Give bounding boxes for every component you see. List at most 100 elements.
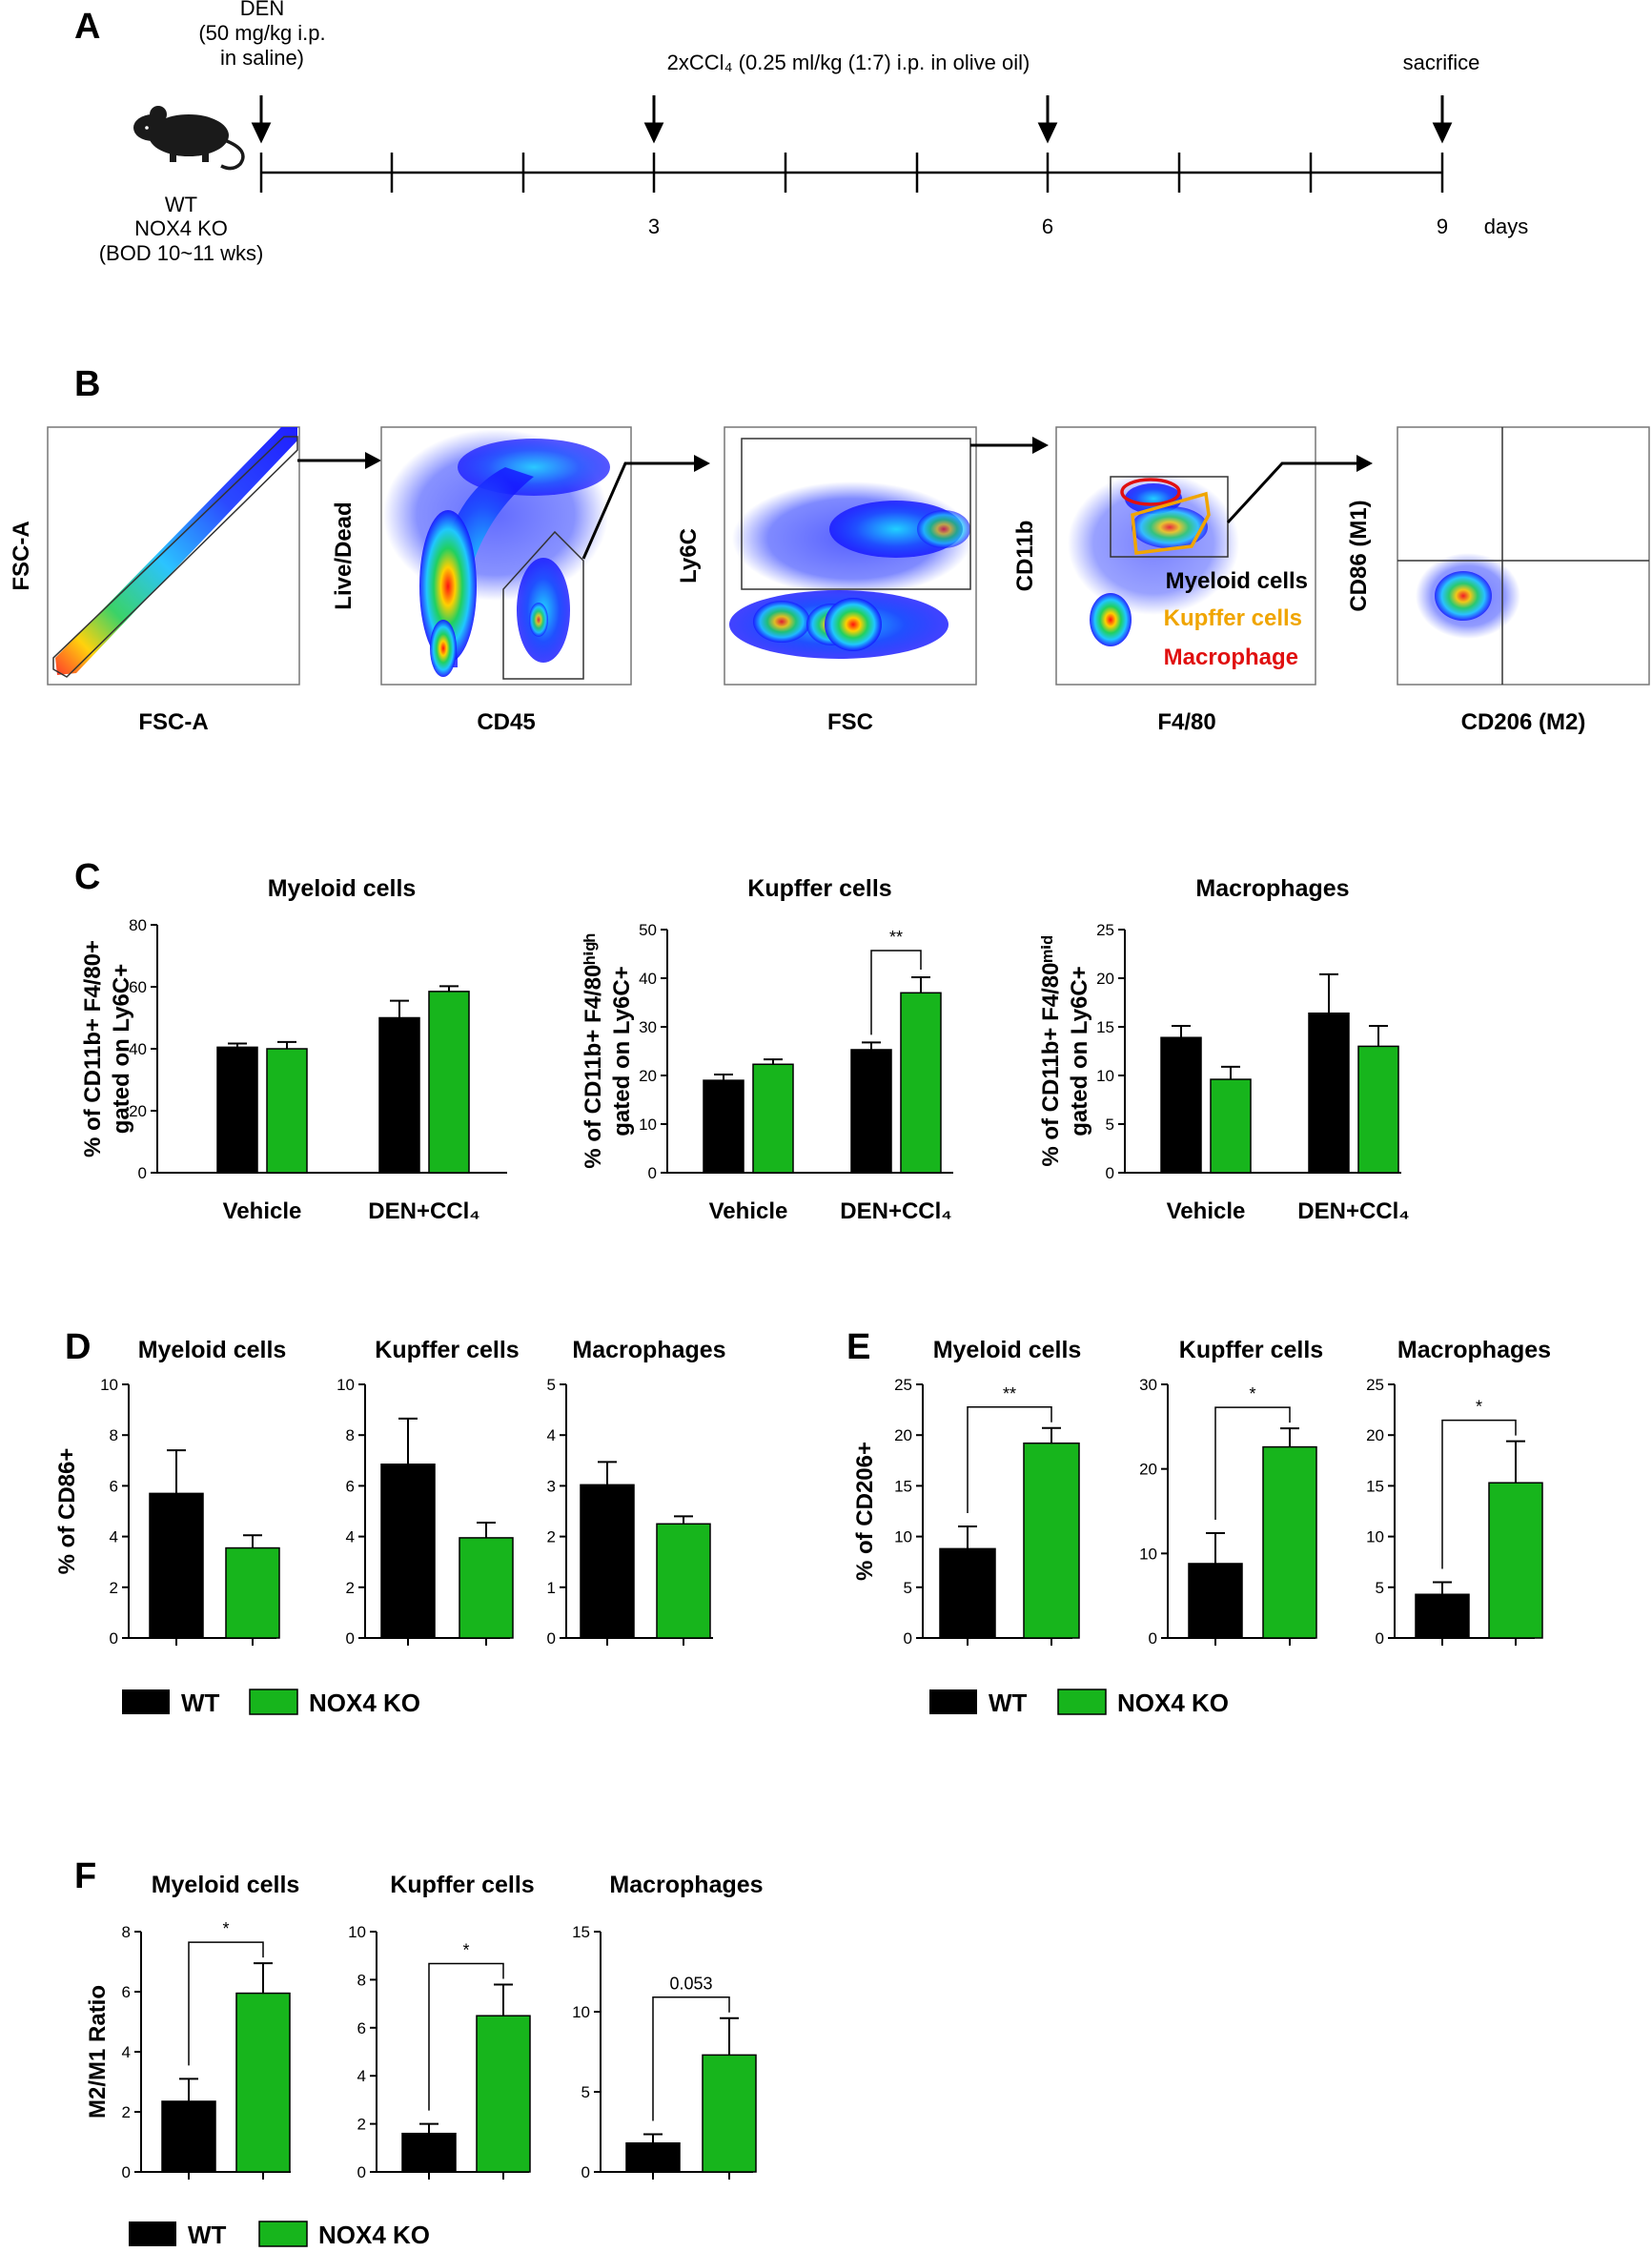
y-tick-label: 60: [129, 978, 147, 996]
y-tick-label: 4: [122, 2043, 131, 2061]
y-axis-label: gated on Ly6C+: [1067, 966, 1092, 1136]
bar-wt: [378, 1016, 420, 1174]
y-tick-label: 30: [1139, 1376, 1157, 1394]
y-tick-label: 40: [129, 1040, 147, 1058]
y-tick-label: 10: [894, 1528, 912, 1546]
y-axis-label: M2/M1 Ratio: [85, 1985, 111, 2119]
den-label-line-3: in saline): [220, 46, 304, 70]
chart-e-macrophages: Macrophages 0 5 10 15 20 25 *: [1366, 1337, 1551, 1648]
chart-c-kupffer: Kupffer cells 0 10 20 30 40 50 % of CD11b+ F4/8…: [581, 875, 953, 1224]
bar-wt: [1415, 1593, 1470, 1639]
bar-wt: [625, 2142, 681, 2173]
y-tick-label: 5: [904, 1579, 912, 1597]
chart-c-macrophages: Macrophages 0 5 10 15 20 25 % of CD11b+ F4/80ᵐⁱ…: [1038, 875, 1410, 1224]
mouse-label-wt: WT: [165, 193, 197, 216]
y-tick-label: 3: [547, 1477, 556, 1495]
sacrifice-label: sacrifice: [1403, 51, 1480, 74]
significance-bracket: [188, 1941, 264, 2066]
bar-wt: [216, 1046, 258, 1174]
mouse-label-ko: NOX4 KO: [134, 216, 228, 240]
gate-arrow-3: [970, 437, 1049, 454]
y-tick-label: 10: [639, 1116, 657, 1134]
y-tick-label: 30: [639, 1018, 657, 1036]
y-tick-label: 10: [1096, 1067, 1114, 1085]
chart-title: Kupffer cells: [747, 875, 891, 902]
timeline: DEN (50 mg/kg i.p. in saline) 2xCCl₄ (0.…: [99, 0, 1529, 265]
y-tick-label: 15: [1366, 1477, 1384, 1495]
y-tick-label: 0: [1149, 1629, 1157, 1648]
y-axis-label: % of CD11b+ F4/80+: [80, 940, 106, 1157]
chart-c-myeloid: Myeloid cells 0 20 40 60 80 % of CD11b+ F4/80+…: [80, 875, 507, 1224]
bar-nox4-ko: [656, 1523, 711, 1639]
flow-plot-fsc: FSC-A FSC-A: [9, 426, 300, 735]
chart-title: Myeloid cells: [152, 1872, 300, 1898]
significance-bracket: [1214, 1406, 1291, 1521]
chart-f-kupffer: Kupffer cells 0 2 4 6 8 10 *: [348, 1872, 535, 2181]
bar-wt: [1188, 1563, 1243, 1639]
legend-d-wt-label: WT: [181, 1689, 220, 1717]
bar-nox4-ko: [1023, 1442, 1080, 1639]
gate-label-macrophage: Macrophage: [1164, 645, 1298, 670]
bar-nox4-ko: [900, 992, 942, 1174]
flow-plot-2-x-label: CD45: [477, 709, 535, 735]
y-tick-label: 0: [904, 1629, 912, 1648]
timeline-arrows: [251, 95, 1453, 144]
bar-wt: [580, 1484, 635, 1639]
panel-label-f: F: [74, 1856, 96, 1896]
legend-f-wt-swatch: [129, 2221, 176, 2246]
y-tick-label: 5: [1106, 1116, 1114, 1134]
y-tick-label: 0: [547, 1629, 556, 1648]
bar-wt: [850, 1049, 892, 1174]
significance-label: *: [222, 1919, 229, 1938]
bar-wt: [401, 2132, 457, 2173]
flow-plot-m1-m2: CD206 (M2) CD86 (M1): [1346, 426, 1650, 735]
chart-title: Macrophages: [1195, 875, 1349, 902]
chart-title: Myeloid cells: [933, 1337, 1082, 1363]
significance-bracket: [1441, 1419, 1517, 1569]
y-tick-label: 2: [110, 1579, 118, 1597]
y-tick-label: 4: [346, 1528, 355, 1546]
bar-nox4-ko: [1488, 1482, 1543, 1639]
bar-nox4-ko: [428, 991, 470, 1174]
gate-label-myeloid: Myeloid cells: [1166, 568, 1308, 594]
ccl4-label: 2xCCl₄ (0.25 ml/kg (1:7) i.p. in olive o…: [667, 51, 1030, 74]
significance-label: *: [462, 1940, 469, 1959]
y-tick-label: 25: [1096, 921, 1114, 939]
y-tick-label: 5: [547, 1376, 556, 1394]
legend-f-ko-label: NOX4 KO: [318, 2221, 430, 2249]
y-tick-label: 8: [122, 1923, 131, 1941]
legend-d-wt-swatch: [122, 1689, 170, 1714]
y-tick-label: 10: [572, 2003, 590, 2021]
bar-nox4-ko: [459, 1537, 514, 1639]
flow-plot-ly6c: FSC Ly6C: [676, 426, 977, 735]
bar-nox4-ko: [225, 1546, 280, 1639]
y-tick-label: 5: [581, 2083, 590, 2101]
y-tick-label: 0: [357, 2163, 366, 2181]
panel-label-d: D: [65, 1327, 91, 1367]
y-tick-label: 2: [346, 1579, 355, 1597]
bar-wt: [380, 1464, 436, 1639]
x-category-label: DEN+CCl₄: [368, 1198, 479, 1224]
y-tick-label: 10: [337, 1376, 355, 1394]
den-label-line-2: (50 mg/kg i.p.: [198, 21, 325, 45]
significance-bracket: [870, 950, 922, 1035]
y-tick-label: 8: [110, 1426, 118, 1444]
flow-plot-live-dead: CD45 Live/Dead: [331, 426, 632, 735]
flow-plot-5-x-label: CD206 (M2): [1461, 709, 1586, 735]
significance-label: *: [1476, 1398, 1482, 1417]
y-tick-label: 8: [346, 1426, 355, 1444]
y-axis-label: % of CD11b+ F4/80ᵐⁱᵈ: [1038, 935, 1064, 1166]
mouse-icon: [133, 106, 245, 171]
y-tick-label: 0: [346, 1629, 355, 1648]
significance-bracket: [428, 1962, 504, 2111]
y-axis-label: gated on Ly6C+: [109, 964, 134, 1134]
timeline-ticks: [259, 153, 1444, 193]
bar-nox4-ko: [1357, 1045, 1399, 1174]
y-tick-label: 4: [110, 1528, 118, 1546]
day-label-9: 9: [1437, 215, 1448, 238]
chart-title: Kupffer cells: [375, 1337, 519, 1363]
significance-label: **: [1003, 1384, 1016, 1403]
bar-wt: [149, 1492, 204, 1639]
bar-nox4-ko: [752, 1063, 794, 1174]
